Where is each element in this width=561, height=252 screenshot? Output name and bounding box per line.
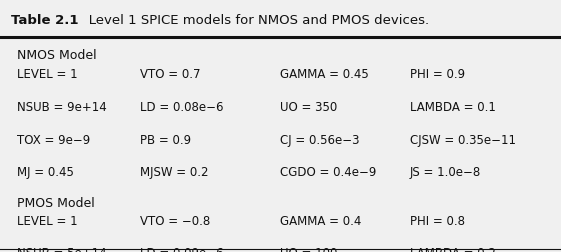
Text: NSUB = 9e+14: NSUB = 9e+14 bbox=[17, 101, 107, 114]
Text: LD = 0.08e−6: LD = 0.08e−6 bbox=[140, 101, 224, 114]
Text: NMOS Model: NMOS Model bbox=[17, 49, 96, 62]
Text: MJSW = 0.2: MJSW = 0.2 bbox=[140, 166, 209, 179]
Text: CJ = 0.56e−3: CJ = 0.56e−3 bbox=[280, 134, 360, 147]
Text: GAMMA = 0.4: GAMMA = 0.4 bbox=[280, 215, 362, 228]
Text: PHI = 0.9: PHI = 0.9 bbox=[410, 68, 465, 81]
Text: Level 1 SPICE models for NMOS and PMOS devices.: Level 1 SPICE models for NMOS and PMOS d… bbox=[76, 14, 429, 27]
Text: CGDO = 0.4e−9: CGDO = 0.4e−9 bbox=[280, 166, 377, 179]
Text: MJ = 0.45: MJ = 0.45 bbox=[17, 166, 73, 179]
Text: LAMBDA = 0.2: LAMBDA = 0.2 bbox=[410, 247, 495, 252]
Text: PB = 0.9: PB = 0.9 bbox=[140, 134, 191, 147]
Text: VTO = 0.7: VTO = 0.7 bbox=[140, 68, 201, 81]
Text: NSUB = 5e+14: NSUB = 5e+14 bbox=[17, 247, 107, 252]
Text: LEVEL = 1: LEVEL = 1 bbox=[17, 215, 77, 228]
Text: PMOS Model: PMOS Model bbox=[17, 197, 95, 210]
Text: PHI = 0.8: PHI = 0.8 bbox=[410, 215, 465, 228]
Text: UO = 350: UO = 350 bbox=[280, 101, 338, 114]
Text: LD = 0.09e−6: LD = 0.09e−6 bbox=[140, 247, 224, 252]
Text: VTO = −0.8: VTO = −0.8 bbox=[140, 215, 210, 228]
Text: LEVEL = 1: LEVEL = 1 bbox=[17, 68, 77, 81]
Text: UO = 100: UO = 100 bbox=[280, 247, 338, 252]
Text: TOX = 9e−9: TOX = 9e−9 bbox=[17, 134, 90, 147]
Text: JS = 1.0e−8: JS = 1.0e−8 bbox=[410, 166, 481, 179]
Text: Table 2.1: Table 2.1 bbox=[11, 14, 79, 27]
Text: CJSW = 0.35e−11: CJSW = 0.35e−11 bbox=[410, 134, 516, 147]
Text: LAMBDA = 0.1: LAMBDA = 0.1 bbox=[410, 101, 495, 114]
Text: GAMMA = 0.45: GAMMA = 0.45 bbox=[280, 68, 369, 81]
